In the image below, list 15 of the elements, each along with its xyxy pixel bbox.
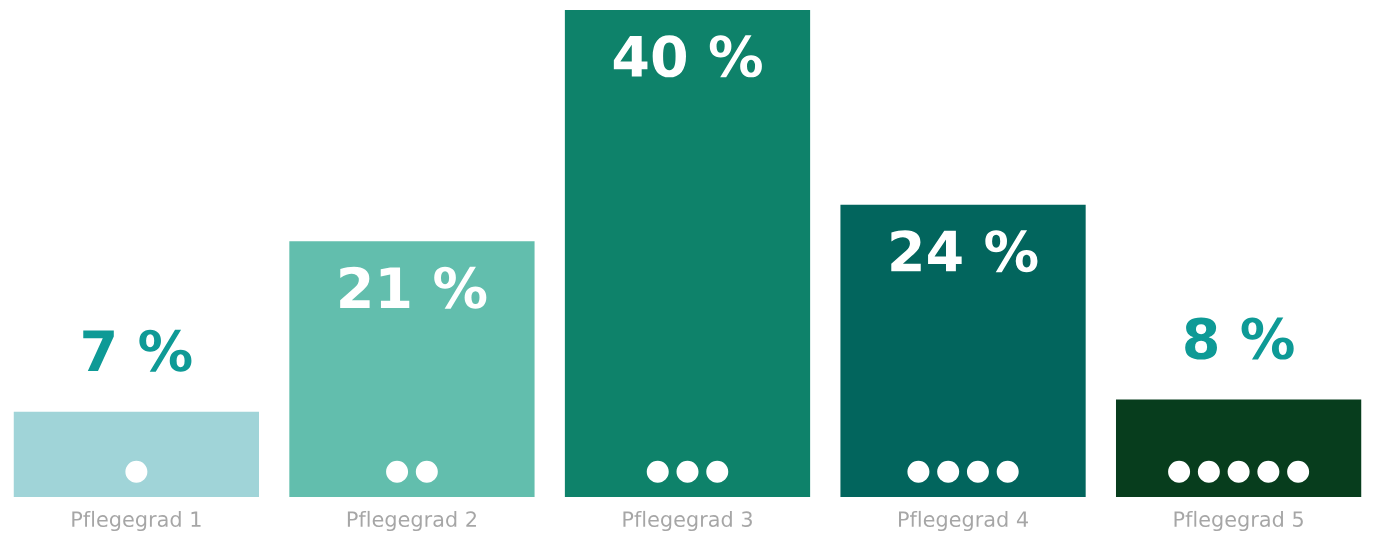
data-label: 21 %	[340, 266, 487, 309]
data-label: 8 %	[1185, 317, 1294, 360]
data-label: 40 %	[613, 35, 762, 78]
bar	[289, 241, 535, 497]
data-label: 24 %	[891, 230, 1038, 273]
bar	[564, 10, 811, 497]
x-tick-label: Pflegegrad 2	[347, 510, 476, 532]
x-tick-label: Pflegegrad 3	[623, 510, 752, 532]
x-tick-label: Pflegegrad 1	[72, 510, 201, 532]
data-label: 7 %	[83, 329, 192, 372]
bar	[13, 411, 260, 497]
bar	[840, 204, 1086, 497]
x-tick-label: Pflegegrad 5	[1174, 510, 1303, 532]
x-tick-label: Pflegegrad 4	[899, 510, 1028, 532]
bar	[1115, 399, 1362, 497]
